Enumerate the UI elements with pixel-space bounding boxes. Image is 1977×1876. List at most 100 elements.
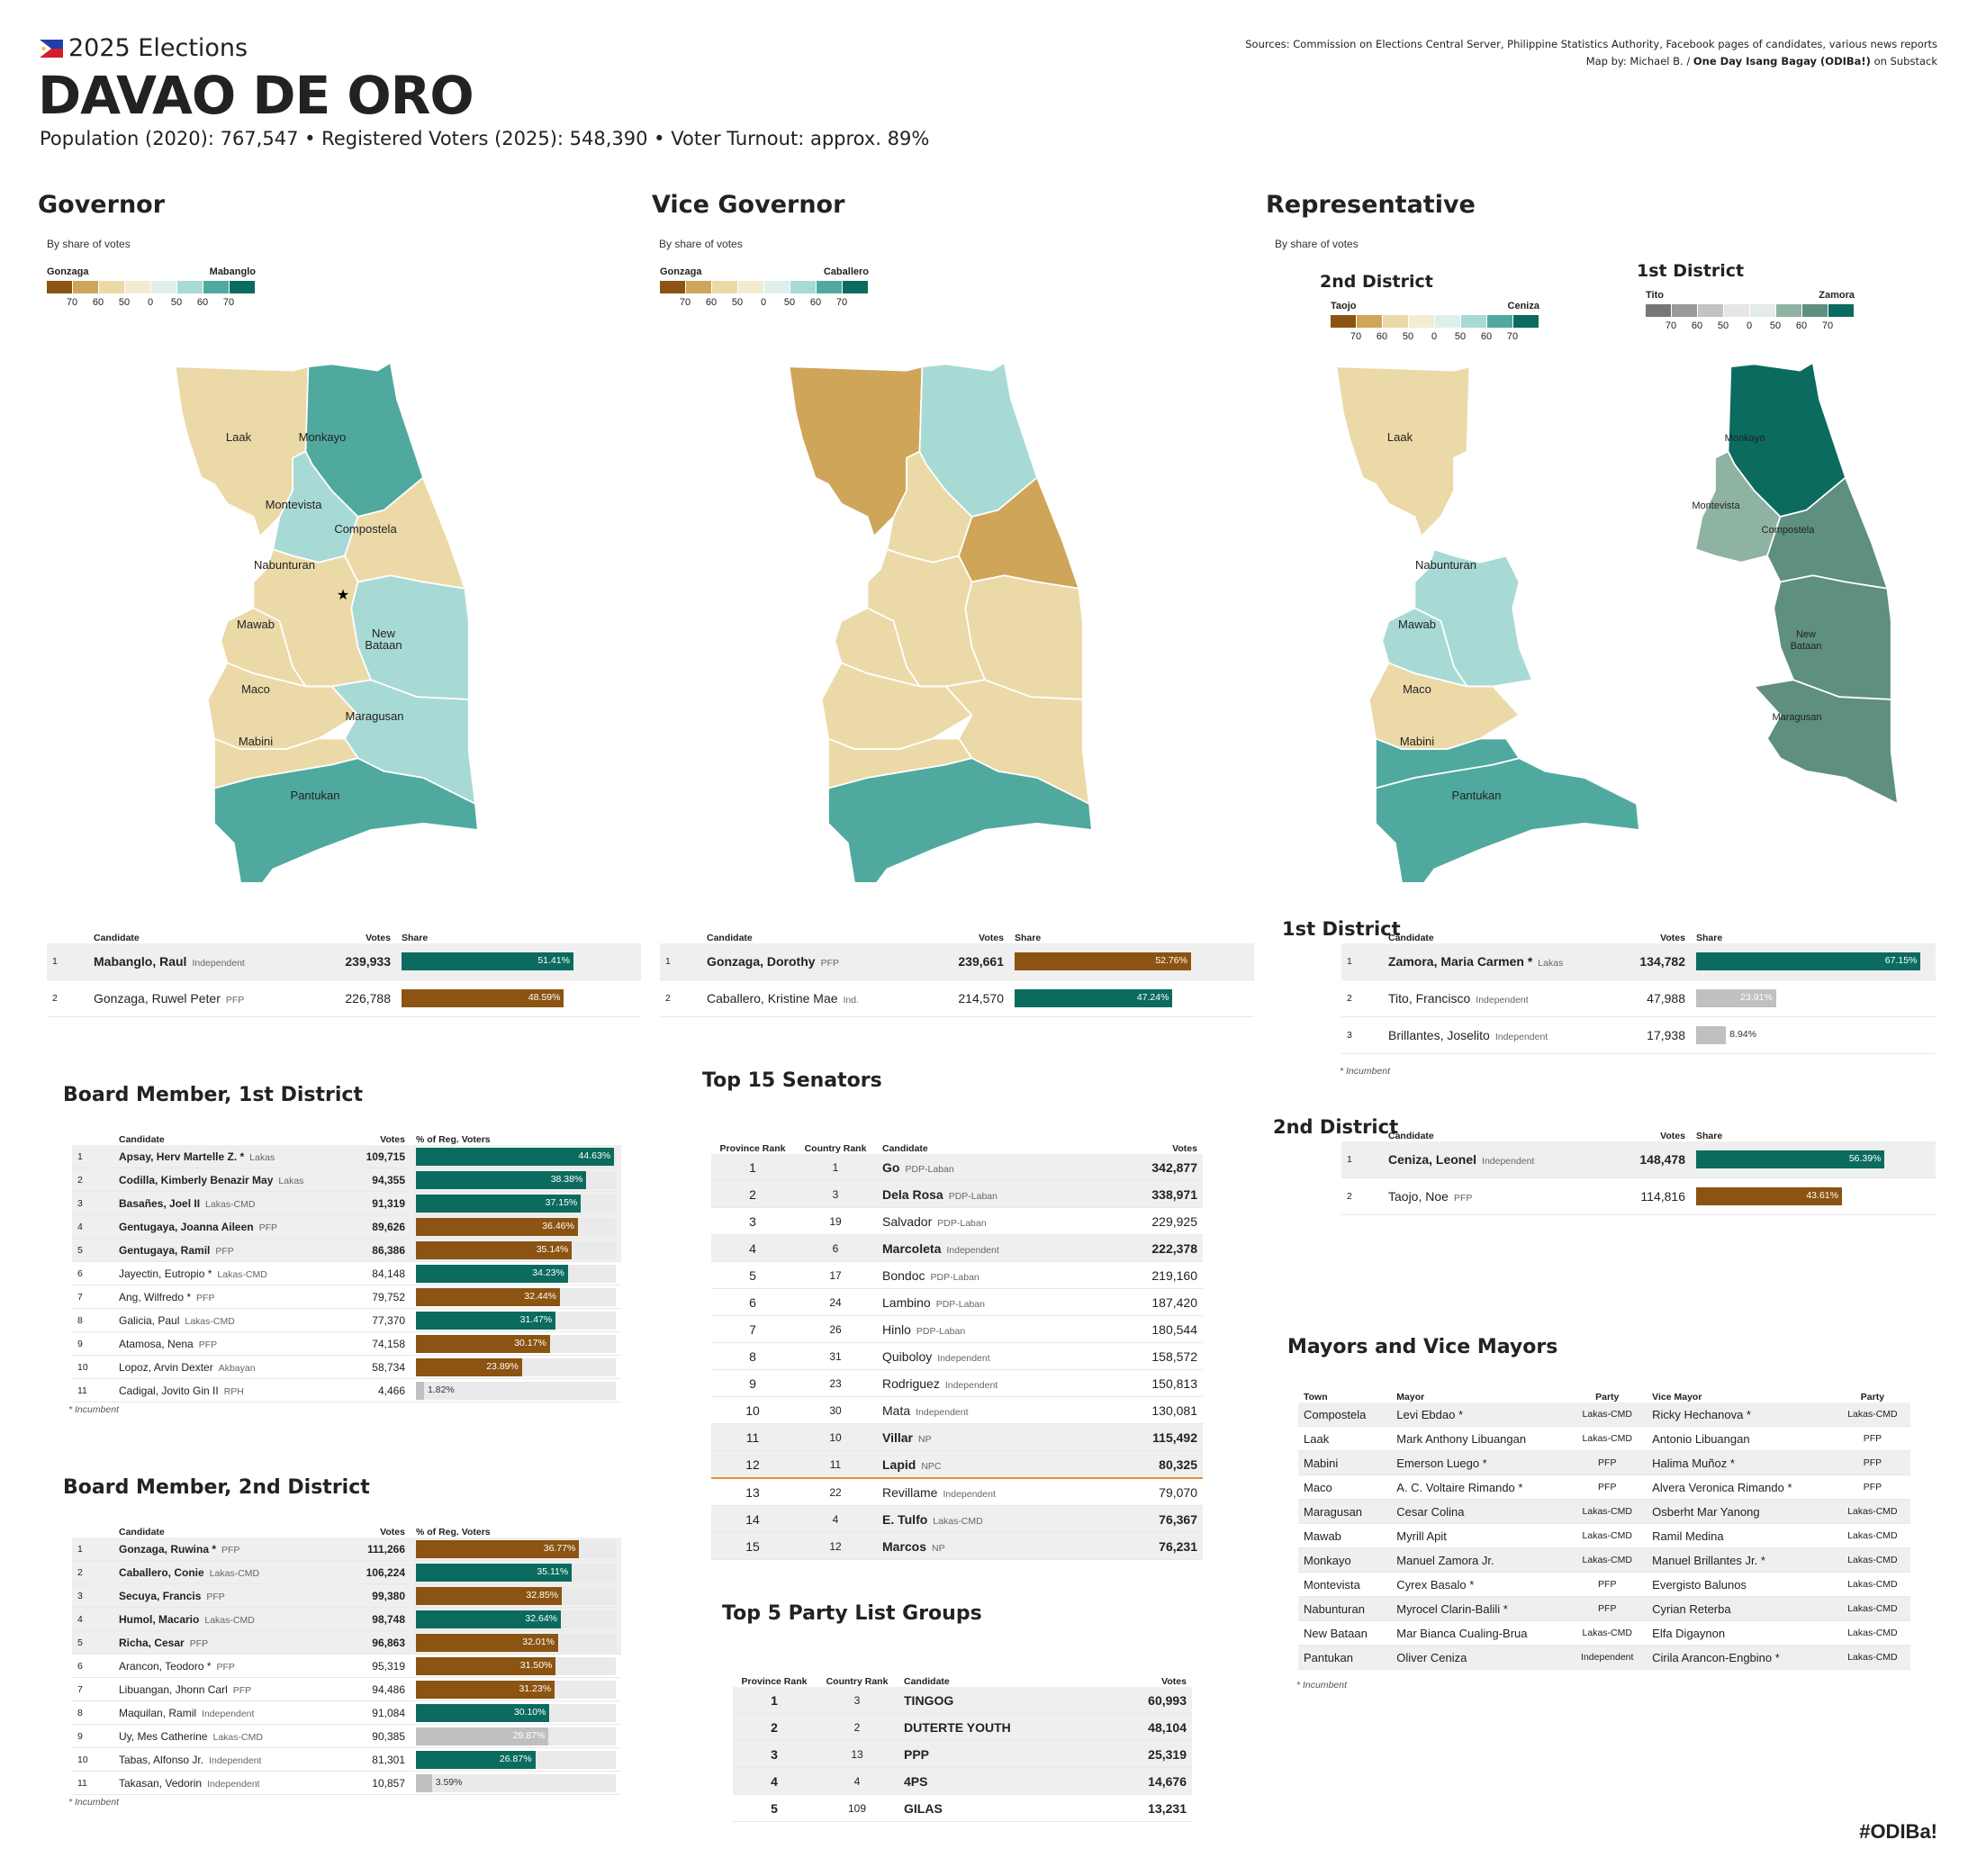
legend-swatch	[712, 281, 737, 293]
candidate-name: Gonzaga, Ruwina * PFP	[113, 1538, 339, 1561]
vice-mayor-name: Antonio Libuangan	[1647, 1426, 1835, 1451]
vice-mayor-party: PFP	[1834, 1450, 1910, 1475]
share-bar-track: 32.64%	[416, 1610, 616, 1628]
board1-table: Candidate Votes% of Reg. Voters 1 Apsay, He…	[72, 1125, 621, 1402]
country-rank: 13	[816, 1740, 898, 1768]
candidate-name: Tabas, Alfonso Jr. Independent	[113, 1747, 339, 1772]
column-header: Candidate	[1388, 933, 1434, 943]
candidate-name: Libuangan, Jhonn Carl PFP	[113, 1677, 339, 1701]
party-tag: Independent	[1476, 995, 1529, 1006]
vote-count: 214,570	[930, 979, 1009, 1017]
senator-name: E. Tulfo Lakas-CMD	[877, 1505, 1104, 1533]
legend-swatch	[99, 281, 124, 293]
share-bar-track: 38.38%	[416, 1170, 616, 1189]
partylist-row: 4 4 4PS 14,676	[733, 1767, 1192, 1795]
vote-count: 99,380	[338, 1583, 411, 1608]
country-rank: 2	[816, 1713, 898, 1741]
share-label: 48.59%	[528, 992, 561, 1003]
senator-name: Marcoleta Independent	[877, 1234, 1104, 1262]
candidate-name: Cadigal, Jovito Gin II RPH	[113, 1378, 350, 1402]
share-bar: 35.14%	[416, 1240, 573, 1259]
share-bar-track: 43.61%	[1696, 1187, 1930, 1205]
share-label: 23.89%	[486, 1360, 519, 1372]
rank: 3	[72, 1191, 113, 1215]
province-rank: 11	[711, 1423, 794, 1451]
result-row: 5 Gentugaya, Ramil PFP 86,386 35.14%	[72, 1238, 621, 1262]
party-tag: Independent	[937, 1352, 990, 1364]
party-tag: Lakas	[1538, 958, 1564, 969]
map-label: Compostela	[1762, 525, 1816, 536]
vote-count: 338,971	[1103, 1180, 1203, 1208]
senator-name: Rodriguez Independent	[877, 1369, 1104, 1397]
share-label: 30.10%	[513, 1706, 546, 1718]
mayor-row: Maco A. C. Voltaire Rimando * PFP Alvera Ve…	[1298, 1475, 1910, 1500]
mayors-table: Town Mayor Party Vice Mayor Party Compostela L…	[1298, 1383, 1910, 1670]
legend-tick: 0	[1746, 320, 1753, 331]
candidate-name: Galicia, Paul Lakas-CMD	[113, 1308, 350, 1332]
town-name: New Bataan	[1298, 1620, 1392, 1646]
rank: 11	[72, 1378, 113, 1402]
share-bar: 48.59%	[402, 989, 564, 1007]
vice-governor-map	[788, 361, 1093, 882]
column-header: Votes	[979, 933, 1004, 943]
legend-left-name: Taojo	[1331, 301, 1357, 311]
share-label: 1.82%	[427, 1384, 455, 1395]
share-bar-track: 35.14%	[416, 1240, 616, 1259]
province-rank: 3	[733, 1740, 816, 1768]
vice-mayor-party: PFP	[1834, 1426, 1910, 1451]
senator-name: Lambino PDP-Laban	[877, 1288, 1104, 1316]
map-label: Laak	[226, 430, 252, 444]
rank: 6	[72, 1261, 113, 1285]
mayors-title: Mayors and Vice Mayors	[1287, 1336, 1558, 1358]
senator-row: 4 6 Marcoleta Independent 222,378	[711, 1234, 1203, 1262]
country-rank: 4	[816, 1767, 898, 1795]
candidate-name: Jayectin, Eutropio * Lakas-CMD	[113, 1261, 350, 1285]
mayor-name: Manuel Zamora Jr.	[1391, 1547, 1568, 1573]
result-row: 2 Gonzaga, Ruwel Peter PFP 226,788 48.59%	[47, 979, 641, 1017]
party-tag: NP	[918, 1433, 932, 1445]
partylist-row: 5 109 GILAS 13,231	[733, 1794, 1192, 1822]
town-name: Maragusan	[1298, 1499, 1392, 1524]
legend-tick: 50	[783, 297, 796, 308]
party-tag: Lakas-CMD	[204, 1614, 255, 1626]
share-bar: 38.38%	[416, 1170, 587, 1189]
party-tag: RPH	[223, 1385, 244, 1397]
party-tag: PFP	[1453, 1193, 1473, 1204]
party-tag: Ind.	[843, 995, 860, 1006]
result-row: 7 Libuangan, Jhonn Carl PFP 94,486 31.23%	[72, 1677, 621, 1701]
result-row: 9 Uy, Mes Catherine Lakas-CMD 90,385 29.87%	[72, 1724, 621, 1748]
governor-map: Laak Monkayo Montevista Compostela Nabuntura…	[174, 361, 479, 882]
party-tag: Independent	[1482, 1156, 1535, 1167]
share-bar-track: 32.44%	[416, 1287, 616, 1306]
legend-swatch	[1513, 315, 1539, 328]
partylist-name: 4PS	[898, 1767, 1106, 1795]
senator-name: Marcos NP	[877, 1532, 1104, 1560]
rank: 7	[72, 1677, 113, 1701]
mayor-name: Cesar Colina	[1391, 1499, 1568, 1524]
district-1-results-table: Candidate Votes Share 1 Zamora, Maria Carmen…	[1341, 924, 1936, 1054]
vote-count: 76,231	[1103, 1532, 1203, 1560]
rank: 2	[72, 1560, 113, 1584]
province-rank: 12	[711, 1450, 794, 1479]
share-label: 32.01%	[522, 1636, 555, 1647]
map-label: Mabini	[239, 735, 273, 748]
candidate-name: Gonzaga, Dorothy PFP	[701, 943, 931, 980]
candidate-name: Tito, Francisco Independent	[1383, 979, 1620, 1017]
legend-swatch	[203, 281, 229, 293]
share-label: 36.46%	[542, 1220, 574, 1231]
column-header: Party	[1595, 1392, 1620, 1402]
municipality-montevista	[1694, 450, 1782, 564]
mayor-party: Lakas-CMD	[1567, 1547, 1648, 1573]
province-rank: 9	[711, 1369, 794, 1397]
party-tag: PDP-Laban	[916, 1325, 966, 1337]
legend-swatch	[817, 281, 842, 293]
column-header: Party	[1860, 1392, 1885, 1402]
partylist-name: PPP	[898, 1740, 1106, 1768]
column-header: Mayor	[1396, 1392, 1425, 1402]
vice-governor-subtitle: By share of votes	[659, 238, 743, 250]
municipality-maragusan	[1752, 679, 1900, 806]
rank: 4	[72, 1214, 113, 1239]
result-row: 2 Caballero, Kristine Mae Ind. 214,570 47.24…	[660, 979, 1254, 1017]
partylist-name: GILAS	[898, 1794, 1106, 1822]
result-row: 1 Ceniza, Leonel Independent 148,478 56.39%	[1341, 1141, 1936, 1178]
